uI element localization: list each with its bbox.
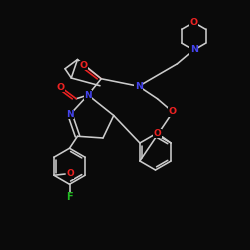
Text: O: O bbox=[169, 108, 177, 116]
Text: O: O bbox=[80, 61, 88, 70]
Text: N: N bbox=[66, 110, 74, 119]
Text: O: O bbox=[66, 170, 74, 178]
Text: N: N bbox=[190, 46, 198, 54]
Text: O: O bbox=[56, 82, 64, 92]
Text: F: F bbox=[66, 192, 73, 202]
Text: N: N bbox=[84, 90, 92, 100]
Text: O: O bbox=[154, 129, 161, 138]
Text: N: N bbox=[135, 82, 143, 91]
Text: O: O bbox=[190, 18, 198, 27]
